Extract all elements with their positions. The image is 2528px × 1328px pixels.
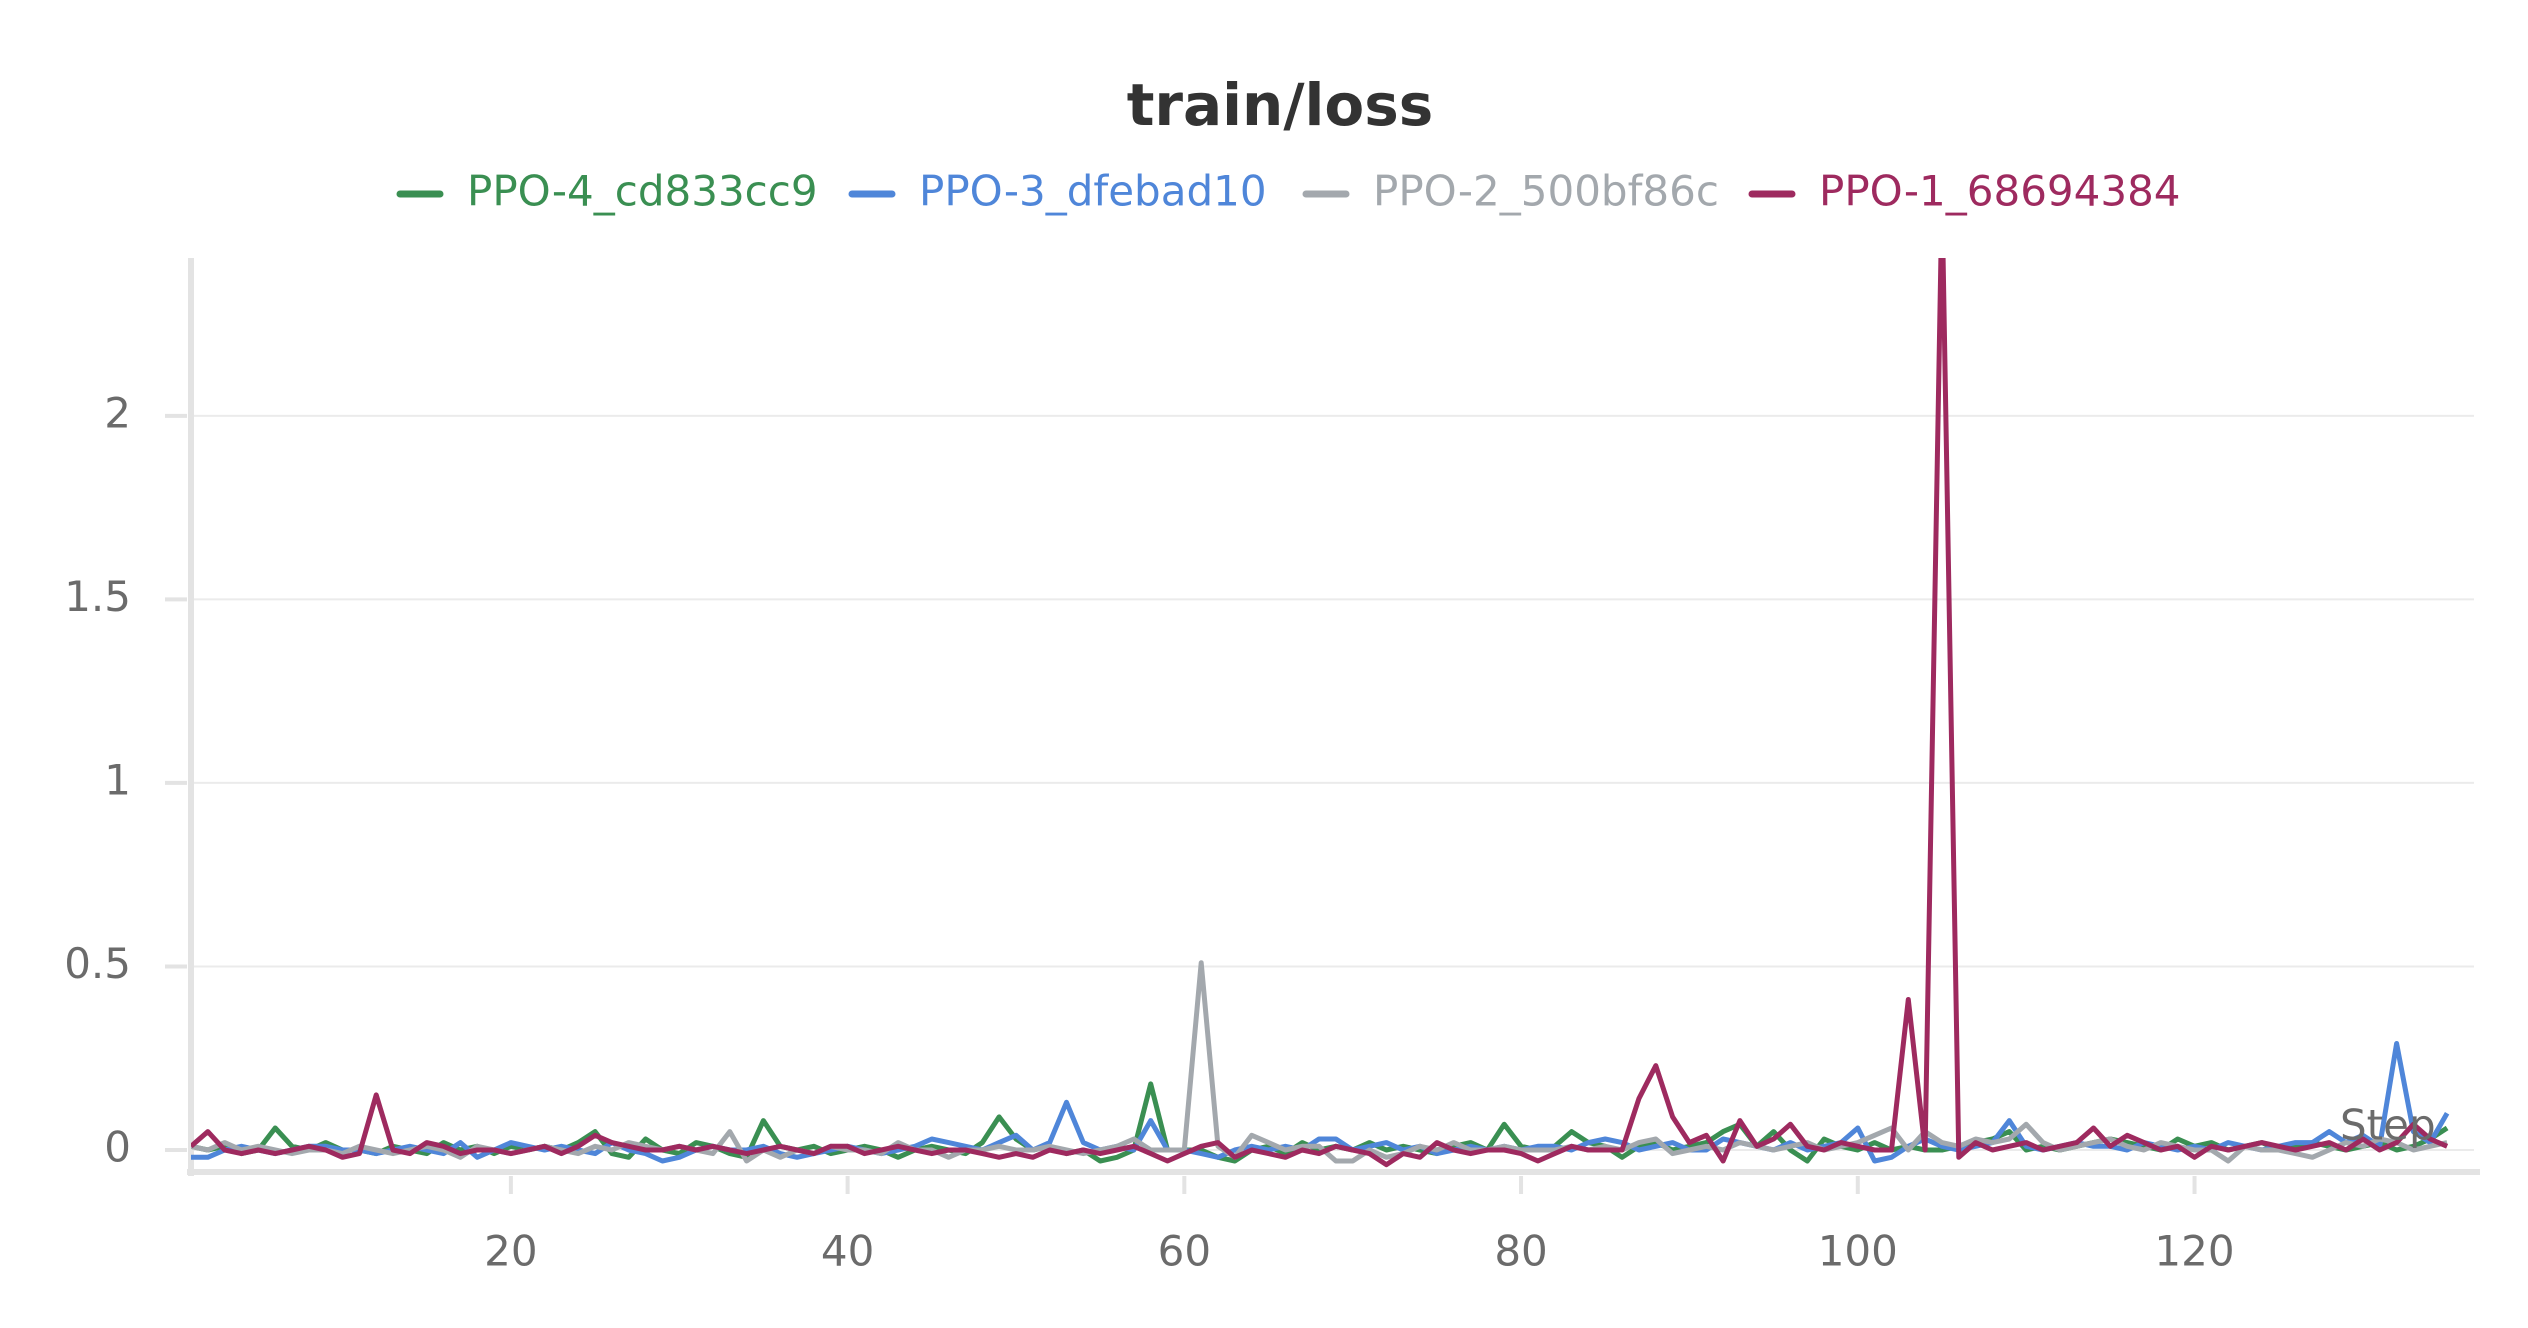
legend-item: PPO-1_68694384 xyxy=(1748,167,2181,216)
x-tick-label: 80 xyxy=(1494,1227,1547,1276)
y-tick-label: 1.5 xyxy=(64,572,131,621)
x-tick-label: 120 xyxy=(2154,1227,2234,1276)
line-series xyxy=(191,960,2448,1164)
x-tick-label: 100 xyxy=(1818,1227,1898,1276)
legend-item: PPO-4_cd833cc9 xyxy=(396,167,818,216)
legend-label: PPO-4_cd833cc9 xyxy=(467,167,818,216)
chart-title: train/loss xyxy=(1127,71,1434,139)
x-tick-label: 20 xyxy=(484,1227,537,1276)
line-series xyxy=(191,258,2449,1168)
legend-label: PPO-1_68694384 xyxy=(1819,167,2181,216)
legend-item: PPO-3_dfebad10 xyxy=(848,167,1267,216)
legend-label: PPO-3_dfebad10 xyxy=(919,167,1267,216)
plot-area xyxy=(191,258,2450,1168)
y-tick-label: 0 xyxy=(104,1122,131,1171)
y-tick-label: 0.5 xyxy=(64,939,131,988)
legend-item: PPO-2_500bf86c xyxy=(1302,167,1719,216)
legend-label: PPO-2_500bf86c xyxy=(1373,167,1719,216)
x-tick-label: 40 xyxy=(821,1227,874,1276)
x-tick-label: 60 xyxy=(1158,1227,1211,1276)
y-tick-label: 1 xyxy=(104,755,131,804)
y-tick-label: 2 xyxy=(104,388,131,437)
x-axis-label: Step xyxy=(2340,1101,2436,1150)
